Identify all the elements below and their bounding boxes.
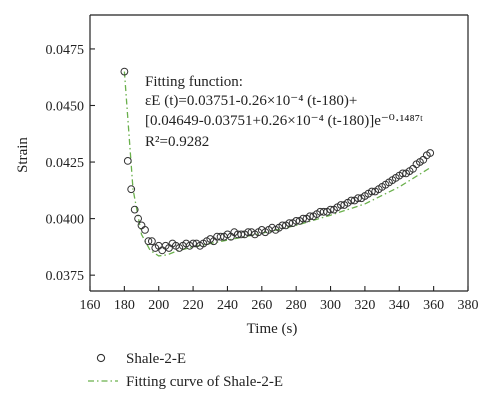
x-tick-label: 160	[80, 298, 101, 313]
legend-marker-circle	[96, 353, 106, 363]
annotation-line-3: [0.04649-0.03751+0.26×10⁻⁴ (t-180)]e⁻⁰·¹…	[145, 113, 423, 129]
data-point	[158, 246, 167, 255]
axes	[89, 14, 469, 292]
x-axis-label: Time (s)	[247, 321, 298, 337]
annotation-line-4: R²=0.9282	[145, 134, 209, 150]
legend-label-2: Fitting curve of Shale-2-E	[126, 374, 283, 390]
data-point	[134, 214, 143, 223]
y-tick-label: 0.0375	[46, 269, 85, 284]
annotation-line-2: εE (t)=0.03751-0.26×10⁻⁴ (t-180)+	[145, 93, 357, 109]
data-point	[237, 230, 246, 239]
x-tick-label: 260	[251, 298, 272, 313]
data-point	[398, 169, 407, 178]
legend: Shale-2-E Fitting curve of Shale-2-E	[88, 351, 283, 390]
data-point	[285, 219, 294, 228]
data-point	[148, 237, 156, 246]
x-tick-label: 340	[389, 298, 410, 313]
data-point	[127, 185, 136, 194]
data-point	[130, 205, 139, 214]
legend-label-1: Shale-2-E	[126, 351, 186, 367]
data-point	[120, 67, 129, 76]
annotation-line-1: Fitting function:	[145, 74, 243, 90]
x-tick-label: 300	[320, 298, 341, 313]
y-tick-label: 0.0400	[46, 213, 85, 228]
x-ticks: 160 180 200 220 240 260 280 300 320 340 360 380	[80, 286, 479, 313]
data-point	[137, 221, 146, 230]
x-tick-label: 180	[114, 298, 135, 313]
y-tick-label: 0.0450	[46, 99, 85, 114]
y-tick-label: 0.0475	[46, 43, 85, 58]
x-tick-label: 320	[354, 298, 375, 313]
data-point	[306, 212, 314, 221]
y-tick-label: 0.0425	[46, 156, 85, 171]
data-point	[354, 194, 362, 203]
data-point	[426, 149, 435, 157]
data-point	[367, 187, 376, 196]
x-tick-label: 220	[183, 298, 204, 313]
y-ticks: 0.0375 0.0400 0.0425 0.0450 0.0475	[46, 43, 95, 284]
data-point	[244, 228, 253, 237]
data-point	[319, 207, 328, 216]
data-point	[123, 157, 132, 165]
data-point	[144, 237, 153, 246]
x-tick-label: 380	[458, 298, 479, 313]
x-tick-label: 200	[148, 298, 169, 313]
y-axis-label: Strain	[15, 137, 31, 173]
data-point	[216, 232, 225, 241]
data-point	[292, 217, 301, 225]
data-point	[347, 196, 356, 205]
x-tick-label: 240	[217, 298, 238, 313]
data-point	[189, 239, 198, 248]
plot-series	[120, 67, 435, 257]
x-tick-label: 360	[423, 298, 444, 313]
data-point	[326, 205, 335, 214]
data-point	[141, 226, 149, 234]
fitting-curve-line	[123, 71, 431, 257]
data-point	[299, 214, 308, 223]
fitting-function-annotation: Fitting function: εE (t)=0.03751-0.26×10…	[145, 74, 423, 150]
data-point	[278, 221, 287, 230]
data-point	[337, 201, 345, 209]
x-tick-label: 280	[286, 298, 307, 313]
